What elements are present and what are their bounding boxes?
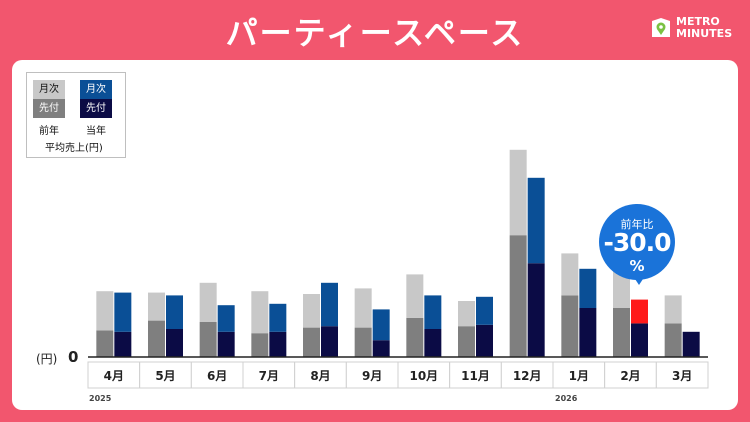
yoy-callout-unit: % <box>629 257 645 275</box>
bar-prev-monthly <box>509 149 527 236</box>
legend-prev-advance: 先付 <box>33 99 65 118</box>
logo-line-1: METRO <box>676 15 720 28</box>
category-cell <box>139 361 192 389</box>
bar-curr-advance <box>579 308 597 357</box>
bar-prev-advance <box>199 322 217 357</box>
bar-prev-monthly <box>148 292 165 321</box>
bar-curr-monthly <box>217 305 235 332</box>
y-axis-zero: 0 <box>68 348 79 366</box>
x-tick-label: 5月 <box>155 369 175 383</box>
map-pin-logo-icon <box>652 18 670 37</box>
x-tick-label: 6月 <box>207 369 227 383</box>
bar-curr-monthly <box>321 282 338 327</box>
bar-curr-advance <box>372 340 390 357</box>
legend-prev-monthly: 月次 <box>33 80 65 99</box>
page-title: パーティースペース <box>225 14 525 52</box>
yoy-callout-value: -30.0 <box>603 228 671 257</box>
bar-curr-advance <box>476 324 493 357</box>
bar-prev-monthly <box>354 288 372 328</box>
x-tick-label: 10月 <box>409 369 438 383</box>
x-tick-label: 8月 <box>310 369 330 383</box>
legend-prev-caption: 前年 <box>39 126 59 137</box>
bar-prev-monthly <box>664 295 682 324</box>
logo-line-2: MINUTES <box>676 27 733 40</box>
bar-prev-monthly <box>458 301 475 327</box>
category-cell <box>604 361 657 389</box>
x-tick-label: 4月 <box>104 369 124 383</box>
bar-prev-advance <box>251 333 269 357</box>
yoy-callout: 前年比 -30.0 % <box>599 204 675 280</box>
bar-prev-monthly <box>199 282 217 322</box>
bar-prev-advance <box>406 317 424 357</box>
yoy-callout-label: 前年比 <box>620 218 654 231</box>
year-label-2026: 2026 <box>555 394 578 403</box>
category-cell <box>87 361 141 389</box>
bar-curr-monthly <box>424 295 442 329</box>
bar-prev-monthly <box>406 274 424 318</box>
legend-curr-advance: 先付 <box>80 99 112 118</box>
bar-prev-advance <box>96 330 114 357</box>
category-cell <box>294 361 347 389</box>
bar-curr-advance <box>166 329 183 357</box>
bar-curr-monthly <box>114 292 132 332</box>
x-tick-label: 12月 <box>513 369 542 383</box>
x-tick-label: 1月 <box>569 369 589 383</box>
bar-curr-advance <box>682 331 700 357</box>
category-cell <box>449 361 502 389</box>
legend-curr-caption: 当年 <box>86 126 106 137</box>
x-tick-label: 3月 <box>672 369 692 383</box>
bar-curr-monthly <box>527 177 545 264</box>
bars-group <box>96 149 700 357</box>
bar-curr-monthly <box>579 268 597 308</box>
y-axis-unit: (円) <box>36 352 58 366</box>
category-cell <box>500 361 554 389</box>
x-tick-label: 9月 <box>362 369 382 383</box>
x-tick-label: 11月 <box>461 369 490 383</box>
bar-prev-monthly <box>561 253 579 296</box>
bar-prev-advance <box>664 323 682 357</box>
bar-curr-advance <box>217 331 235 357</box>
bar-prev-monthly <box>251 291 269 334</box>
bar-curr-monthly <box>269 303 287 332</box>
metro-minutes-logo: METRO MINUTES <box>650 16 732 40</box>
bar-prev-advance <box>148 320 165 357</box>
bar-prev-advance <box>561 295 579 357</box>
category-cell <box>397 361 451 389</box>
legend: 月次 先付 月次 先付 前年 当年 平均売上(円) <box>26 72 126 158</box>
bar-curr-monthly <box>372 309 390 341</box>
bar-curr-advance <box>114 331 132 357</box>
legend-curr-monthly: 月次 <box>80 80 112 99</box>
bar-prev-advance <box>354 327 372 357</box>
category-cell <box>552 361 606 389</box>
yoy-callout-pointer <box>633 276 645 285</box>
legend-note: 平均売上(円) <box>45 143 103 154</box>
bar-curr-advance <box>269 331 287 357</box>
bar-prev-monthly <box>613 271 630 308</box>
x-tick-label: 7月 <box>259 369 279 383</box>
x-tick-label: 2月 <box>620 369 640 383</box>
bar-prev-monthly <box>303 294 320 328</box>
bar-curr-monthly <box>166 295 183 329</box>
bar-prev-advance <box>509 235 527 357</box>
category-cells: 4月 5月 6月 7月 8月 9月 10月 11月 12月 1月 2月 3月 <box>87 361 709 389</box>
bar-curr-advance <box>631 323 648 357</box>
category-cell <box>345 361 399 389</box>
bar-prev-advance <box>613 308 630 357</box>
bar-curr-monthly <box>476 296 493 325</box>
bar-curr-advance <box>527 263 545 357</box>
category-cell <box>655 361 709 389</box>
bar-prev-advance <box>458 326 475 357</box>
bar-curr-advance <box>424 329 442 357</box>
bar-curr-monthly <box>631 299 648 324</box>
bar-curr-advance <box>321 326 338 357</box>
bar-prev-advance <box>303 327 320 357</box>
bar-prev-monthly <box>96 291 114 331</box>
year-label-2025: 2025 <box>89 394 112 403</box>
